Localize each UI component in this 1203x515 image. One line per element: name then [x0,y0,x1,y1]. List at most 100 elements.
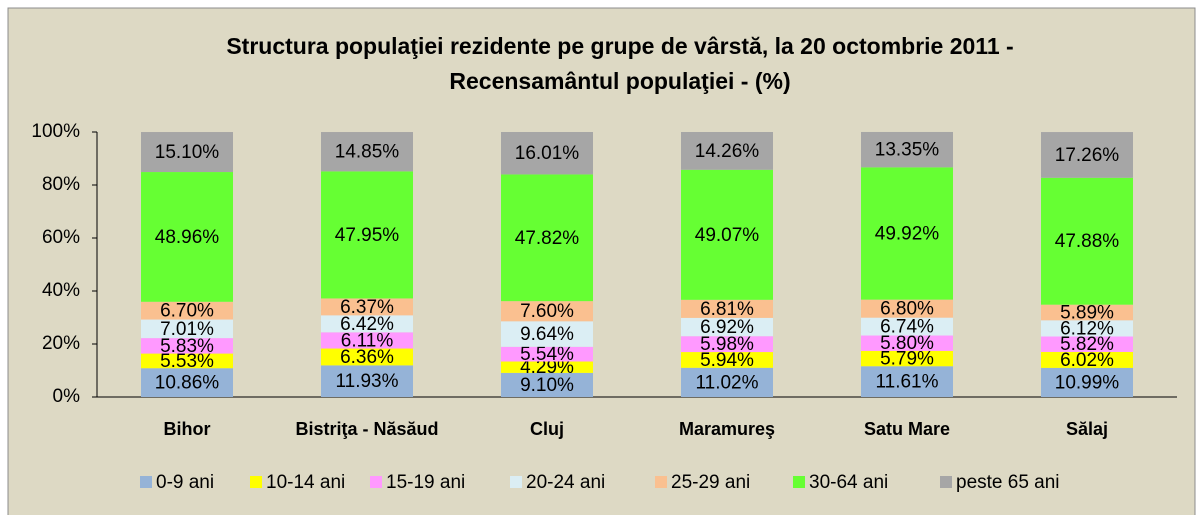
bar-segment [681,336,773,353]
bar-segment [141,338,233,354]
legend-swatch [940,476,952,488]
legend-label: 30-64 ani [809,472,888,493]
data-label: 47.82% [515,228,580,249]
bar-segment [501,372,593,397]
bar-segment [141,368,233,397]
data-label: 5.80% [880,333,934,354]
data-label: 6.37% [340,297,394,318]
bar-segment [1041,336,1133,352]
data-label: 49.07% [695,225,760,246]
legend-label: 0-9 ani [156,472,214,493]
data-label: 10.86% [155,373,220,394]
data-label: 9.64% [520,324,574,345]
data-label: 47.95% [335,225,400,246]
data-label: 14.85% [335,142,400,163]
data-label: 7.01% [160,319,214,340]
data-label: 5.89% [1060,302,1114,323]
data-label: 17.26% [1055,145,1120,166]
legend-swatch [793,476,805,488]
bar-segment [501,174,593,302]
bar-segment [501,361,593,373]
data-label: 6.11% [341,330,394,351]
y-tick-label: 60% [42,227,80,248]
legend-swatch [370,476,382,488]
y-tick-label: 80% [42,174,80,195]
bar-segment [321,171,413,299]
data-label: 5.54% [520,344,574,365]
data-label: 11.02% [695,372,758,393]
data-label: 6.70% [160,301,214,322]
data-label: 13.35% [875,140,940,161]
bar-segment [681,169,773,300]
bar-segment [1041,177,1133,305]
legend-swatch [140,476,152,488]
bar-segment [861,350,953,367]
bar-segment [321,298,413,316]
data-label: 6.81% [700,299,754,320]
y-tick-label: 0% [53,386,81,407]
data-label: 11.93% [335,371,398,392]
legend-swatch [250,476,262,488]
bar-segment [501,321,593,347]
data-label: 14.26% [695,141,760,162]
bar-segment [501,346,593,362]
chart-title: Structura populaţiei rezidente pe grupe … [226,33,1013,59]
bar-segment [1041,320,1133,337]
legend-swatch [655,476,667,488]
data-label: 6.42% [340,314,394,335]
bar-segment [1041,351,1133,368]
bar-segment [681,367,773,397]
data-label: 9.10% [520,375,574,396]
data-label: 6.74% [880,317,934,338]
legend-label: 10-14 ani [266,472,345,493]
y-tick-label: 20% [42,333,80,354]
x-tick-label: Maramureş [679,419,775,439]
x-tick-label: Bihor [164,419,211,439]
bar-segment [861,335,953,351]
bar-segment [681,352,773,368]
bar-segment [141,353,233,369]
bar-segment [1041,132,1133,178]
bar-segment [321,132,413,172]
data-label: 6.92% [700,317,754,338]
y-tick-label: 100% [31,121,80,142]
data-label: 6.36% [340,347,394,368]
bar-segment [501,132,593,175]
data-label: 7.60% [520,301,574,322]
bar-segment [141,132,233,173]
bar-segment [861,366,953,397]
data-label: 6.12% [1060,318,1114,339]
data-label: 15.10% [155,142,220,163]
data-label: 5.98% [700,334,754,355]
data-label: 5.94% [700,350,754,371]
data-label: 49.92% [875,224,940,245]
bar-segment [681,317,773,337]
bar-segment [321,332,413,349]
data-label: 5.53% [160,351,214,372]
data-label: 47.88% [1055,231,1120,252]
x-tick-label: Cluj [530,419,564,439]
bar-segment [861,317,953,336]
bar-segment [501,301,593,322]
bar-segment [681,299,773,318]
bar-segment [321,348,413,366]
data-label: 16.01% [515,143,580,164]
data-label: 5.83% [160,336,214,357]
data-label: 48.96% [155,227,220,248]
bar-segment [681,132,773,170]
x-tick-label: Satu Mare [864,419,950,439]
legend-label: 20-24 ani [526,472,605,493]
chart-title: Recensamântul populaţiei - (%) [449,68,790,94]
bar-segment [1041,304,1133,321]
bar-segment [141,172,233,302]
data-label: 10.99% [1055,372,1120,393]
bar-segment [1041,367,1133,397]
data-label: 6.80% [880,299,934,320]
y-tick-label: 40% [42,280,80,301]
bar-segment [861,131,953,168]
bar-segment [861,299,953,318]
data-label: 5.79% [880,349,934,370]
legend-label: 25-29 ani [671,472,750,493]
data-label: 4.29% [520,357,574,378]
